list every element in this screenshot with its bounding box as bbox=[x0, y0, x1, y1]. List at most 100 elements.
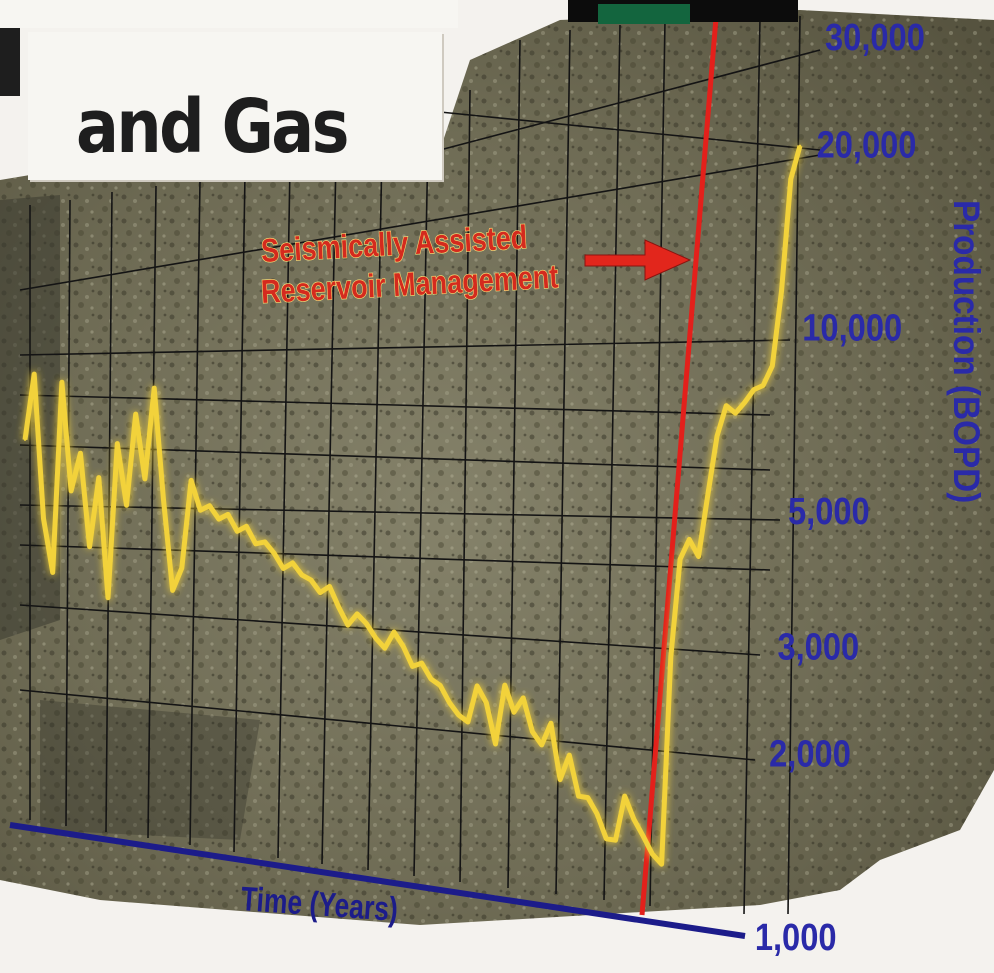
title-strip-main: and Gas bbox=[28, 32, 442, 180]
data-point bbox=[328, 585, 331, 588]
data-point bbox=[429, 677, 433, 681]
data-point bbox=[549, 722, 553, 725]
y-tick-label: 5,000 bbox=[788, 490, 870, 533]
data-point bbox=[236, 530, 239, 533]
y-axis-tick-labels: 1,000 2,000 3,000 5,000 10,000 20,000 30,000 bbox=[755, 16, 925, 959]
data-point bbox=[272, 552, 276, 555]
data-point bbox=[106, 596, 110, 599]
data-point bbox=[291, 561, 294, 565]
data-point bbox=[125, 504, 128, 507]
data-point bbox=[697, 555, 700, 558]
data-point bbox=[309, 578, 313, 582]
data-point bbox=[577, 795, 580, 798]
data-point bbox=[558, 778, 562, 781]
data-point bbox=[466, 720, 470, 724]
data-point bbox=[678, 558, 682, 561]
data-point bbox=[660, 863, 663, 866]
data-point bbox=[743, 401, 746, 404]
data-point bbox=[614, 839, 617, 842]
data-point bbox=[752, 388, 756, 391]
data-point bbox=[789, 177, 792, 181]
data-point bbox=[651, 852, 654, 856]
rock-texture bbox=[0, 10, 994, 925]
data-point bbox=[706, 494, 709, 497]
data-point bbox=[346, 623, 350, 627]
data-point bbox=[245, 525, 248, 528]
data-point bbox=[522, 696, 525, 700]
data-point bbox=[725, 404, 728, 407]
data-point bbox=[531, 730, 534, 733]
y-axis-title: Production (BOPD) bbox=[946, 200, 987, 503]
data-point bbox=[642, 835, 645, 838]
data-point bbox=[88, 545, 91, 548]
y-tick-label: 1,000 bbox=[755, 916, 837, 959]
data-point bbox=[282, 567, 285, 570]
data-point bbox=[605, 837, 608, 840]
data-point bbox=[116, 442, 119, 445]
y-tick-label: 2,000 bbox=[769, 732, 851, 775]
y-tick-label: 30,000 bbox=[825, 16, 925, 59]
data-point bbox=[189, 479, 193, 482]
data-point bbox=[623, 794, 626, 798]
data-point bbox=[485, 701, 488, 704]
data-point bbox=[134, 412, 137, 416]
data-point bbox=[457, 713, 460, 717]
data-point bbox=[23, 438, 27, 441]
data-point bbox=[226, 513, 230, 516]
data-point bbox=[337, 605, 340, 609]
data-point bbox=[595, 812, 599, 815]
data-point bbox=[798, 144, 802, 147]
data-point bbox=[171, 589, 174, 592]
data-point bbox=[143, 477, 147, 481]
data-point bbox=[374, 636, 377, 640]
title-line-2: and Gas bbox=[76, 84, 350, 170]
data-point bbox=[60, 381, 64, 384]
data-point bbox=[540, 743, 543, 747]
data-point bbox=[439, 684, 442, 687]
data-point bbox=[355, 612, 359, 616]
time-axis-line bbox=[9, 822, 746, 939]
data-point bbox=[208, 504, 211, 507]
data-point bbox=[153, 386, 156, 390]
data-point bbox=[688, 538, 691, 541]
data-point bbox=[319, 591, 322, 594]
data-point bbox=[715, 435, 719, 438]
data-point bbox=[51, 571, 54, 574]
green-tab bbox=[598, 4, 690, 24]
data-point bbox=[392, 630, 396, 634]
title-strip-top bbox=[0, 0, 458, 28]
y-tick-label: 20,000 bbox=[817, 123, 917, 166]
data-point bbox=[448, 701, 451, 704]
data-point bbox=[780, 290, 783, 293]
data-point bbox=[734, 412, 737, 415]
data-point bbox=[771, 364, 774, 368]
data-point bbox=[300, 573, 303, 577]
y-tick-label: 3,000 bbox=[777, 625, 859, 668]
dark-patch-lower bbox=[40, 700, 260, 840]
data-point bbox=[568, 753, 571, 757]
data-point bbox=[69, 489, 73, 493]
data-point bbox=[503, 683, 506, 687]
data-point bbox=[494, 742, 497, 746]
data-point bbox=[254, 542, 257, 545]
data-point bbox=[761, 384, 765, 387]
data-point bbox=[475, 684, 479, 688]
data-point bbox=[365, 622, 368, 625]
data-point bbox=[42, 517, 45, 520]
data-point bbox=[180, 566, 183, 570]
data-point bbox=[263, 540, 267, 544]
data-point bbox=[162, 497, 165, 500]
data-point bbox=[33, 372, 36, 376]
data-point bbox=[420, 661, 423, 665]
production-series bbox=[22, 144, 803, 867]
data-point bbox=[669, 655, 672, 659]
annotation-arrow bbox=[584, 239, 692, 281]
data-point bbox=[199, 509, 202, 512]
data-point bbox=[383, 647, 386, 650]
data-point bbox=[586, 796, 589, 799]
y-tick-label: 10,000 bbox=[802, 306, 902, 349]
intervention-line bbox=[639, 17, 719, 916]
data-point bbox=[79, 452, 82, 455]
data-point bbox=[411, 665, 414, 668]
